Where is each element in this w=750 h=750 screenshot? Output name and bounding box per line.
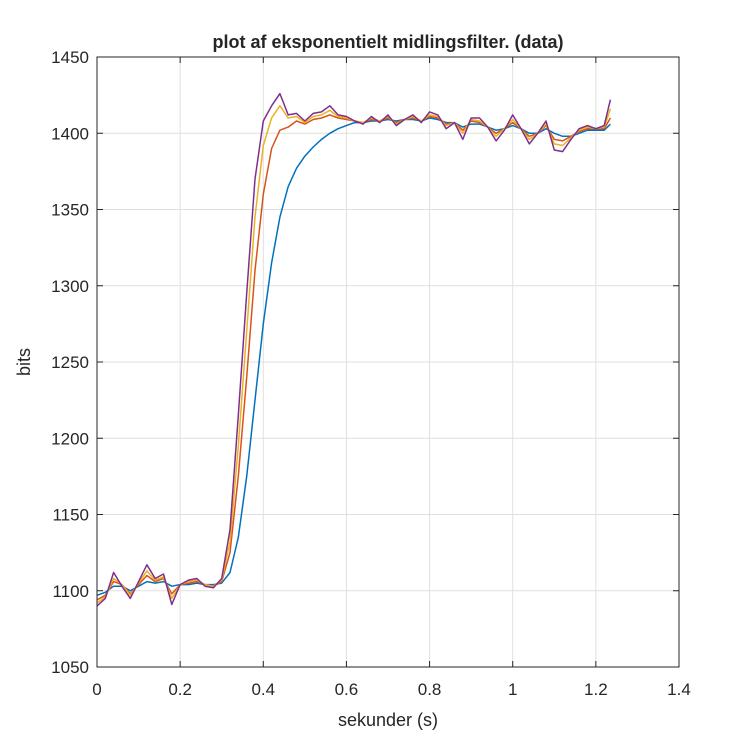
y-tick-label: 1250 <box>51 353 89 372</box>
y-tick-label: 1450 <box>51 48 89 67</box>
horizontal-gridlines <box>97 132 679 592</box>
y-tick-label: 1100 <box>52 582 89 601</box>
y-ticks <box>97 56 679 668</box>
x-tick-label: 1 <box>508 680 517 699</box>
chart-title: plot af eksponentielt midlingsfilter. (d… <box>212 32 563 52</box>
x-tick-label: 0 <box>92 680 101 699</box>
y-tick-label: 1150 <box>52 506 89 525</box>
x-tick-label: 0.6 <box>335 680 359 699</box>
x-ticks <box>96 57 680 667</box>
x-tick-label: 0.8 <box>418 680 442 699</box>
y-tick-label: 1350 <box>51 201 89 220</box>
x-tick-label: 1.4 <box>667 680 691 699</box>
x-tick-labels: 0 0.2 0.4 0.6 0.8 1 1.2 1.4 <box>92 680 691 699</box>
x-axis-label: sekunder (s) <box>338 710 438 730</box>
y-tick-label: 1200 <box>51 429 89 448</box>
y-axis-label: bits <box>14 348 34 376</box>
series-lines <box>96 92 612 607</box>
x-tick-label: 0.4 <box>251 680 275 699</box>
x-tick-label: 1.2 <box>584 680 608 699</box>
series-line-4 <box>96 92 612 607</box>
y-tick-label: 1300 <box>51 277 89 296</box>
y-tick-labels: 1050 1100 1150 1200 1250 1300 1350 1400 1450 <box>51 48 89 677</box>
y-tick-label: 1050 <box>51 658 89 677</box>
y-tick-label: 1400 <box>51 124 89 143</box>
x-tick-label: 0.2 <box>168 680 192 699</box>
